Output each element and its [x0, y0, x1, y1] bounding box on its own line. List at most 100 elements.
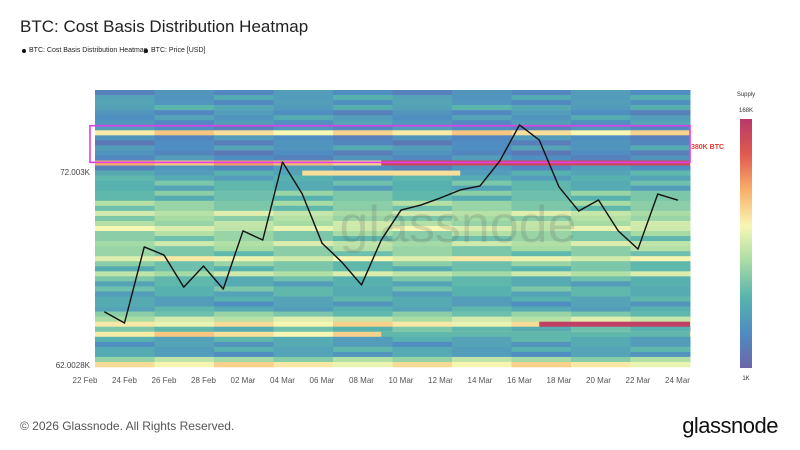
heatmap-cell — [333, 215, 393, 222]
heatmap-cell — [630, 261, 691, 267]
heatmap-cell — [452, 286, 512, 292]
heatmap-cell — [571, 125, 631, 131]
heatmap-cell — [511, 336, 572, 343]
heatmap-cell — [571, 236, 631, 242]
heatmap-cell — [214, 220, 274, 227]
heatmap-cell — [273, 236, 334, 242]
price-point — [281, 161, 284, 163]
heatmap-cell — [214, 316, 274, 322]
heatmap-cell — [452, 120, 512, 126]
heatmap-cell — [214, 346, 274, 353]
heatmap-cell — [511, 140, 572, 146]
legend-dot-icon — [22, 48, 26, 53]
heatmap-cell — [630, 100, 691, 106]
heatmap-cell — [571, 225, 631, 232]
price-point — [617, 230, 619, 232]
heatmap-cell — [333, 135, 393, 141]
heatmap-cell — [452, 356, 512, 363]
heatmap-cell — [630, 281, 691, 287]
legend-item-price[interactable]: BTC: Price [USD] — [144, 47, 205, 54]
heatmap-cell — [452, 346, 512, 353]
heatmap-cell — [392, 180, 453, 186]
heatmap-cell — [571, 105, 631, 111]
heatmap-cell — [511, 286, 572, 292]
heatmap-cell — [392, 215, 453, 222]
heatmap-cell — [154, 271, 215, 277]
heatmap-cell — [511, 311, 572, 317]
heatmap-cell — [95, 225, 155, 232]
heatmap-cell — [214, 155, 274, 161]
heatmap-cell — [273, 346, 334, 353]
heatmap-cell — [511, 251, 572, 257]
heatmap-cell — [95, 100, 155, 106]
heatmap-cell — [630, 120, 691, 126]
heatmap-cell — [95, 215, 155, 222]
heatmap-cell — [273, 261, 334, 267]
heatmap-cell — [154, 95, 215, 101]
copyright: © 2026 Glassnode. All Rights Reserved. — [20, 419, 235, 433]
heatmap-cell — [511, 135, 572, 141]
heatmap-cell — [154, 311, 215, 317]
heatmap-cell — [333, 346, 393, 353]
heatmap-cell — [630, 205, 691, 212]
heatmap-cell — [392, 266, 453, 272]
heatmap-cell — [511, 105, 572, 111]
heatmap-cell — [333, 241, 393, 247]
heatmap-cell — [154, 190, 215, 197]
heatmap-cell — [452, 261, 512, 267]
heatmap-cell — [154, 321, 215, 328]
heatmap-cell — [154, 155, 215, 161]
price-point — [578, 210, 580, 212]
heatmap-cell — [154, 200, 215, 207]
heatmap-cell — [452, 165, 512, 171]
heatmap-cell — [273, 306, 334, 312]
heatmap-cell — [214, 90, 274, 96]
heatmap-cell — [392, 205, 453, 212]
heatmap-cell — [571, 120, 631, 126]
heatmap-cell — [452, 241, 512, 247]
heatmap-cell — [214, 100, 274, 106]
heatmap-cell — [511, 356, 572, 363]
heatmap-cell — [214, 225, 274, 232]
heatmap-cell — [630, 175, 691, 181]
heatmap-cell — [392, 120, 453, 126]
heatmap-cell — [452, 361, 512, 368]
annotation-label: 380K BTC — [691, 144, 724, 151]
heatmap-cell — [630, 291, 691, 297]
heatmap-cell — [511, 261, 572, 267]
heatmap-cell — [452, 321, 512, 328]
heatmap-cell — [95, 200, 155, 207]
heatmap-cell — [154, 175, 215, 181]
heatmap-cell — [630, 316, 691, 322]
heatmap-cell — [154, 170, 215, 176]
heatmap-cell — [511, 205, 572, 212]
heatmap-cell — [392, 100, 453, 106]
heatmap-cell — [214, 331, 274, 338]
heatmap-cell — [95, 165, 155, 171]
heatmap-cell — [630, 361, 691, 368]
heatmap-cell — [630, 241, 691, 247]
heatmap-cell — [333, 125, 393, 131]
annotation-box — [89, 124, 691, 164]
heatmap-cell — [214, 130, 274, 136]
heatmap-cell — [392, 321, 453, 328]
heatmap-cell — [571, 241, 631, 247]
heatmap-cell — [214, 150, 274, 156]
heatmap-cell — [95, 115, 155, 121]
heatmap-cell — [511, 90, 572, 96]
heatmap-cell — [95, 351, 155, 358]
heatmap-cell — [154, 125, 215, 131]
heatmap-cell — [273, 200, 334, 207]
heatmap-cell — [95, 296, 155, 302]
heatmap-cell — [333, 205, 393, 212]
heatmap-cell — [154, 316, 215, 322]
brand-logo: glassnode — [682, 413, 778, 438]
heatmap-cell — [571, 195, 631, 202]
heatmap-cell — [95, 341, 155, 348]
legend-item-heatmap[interactable]: BTC: Cost Basis Distribution Heatmap — [22, 47, 148, 54]
heatmap-cell — [630, 105, 691, 111]
heatmap-cell — [154, 205, 215, 212]
heatmap-cell — [381, 331, 690, 338]
heatmap-cell — [273, 90, 334, 96]
heatmap-cell — [392, 256, 453, 262]
